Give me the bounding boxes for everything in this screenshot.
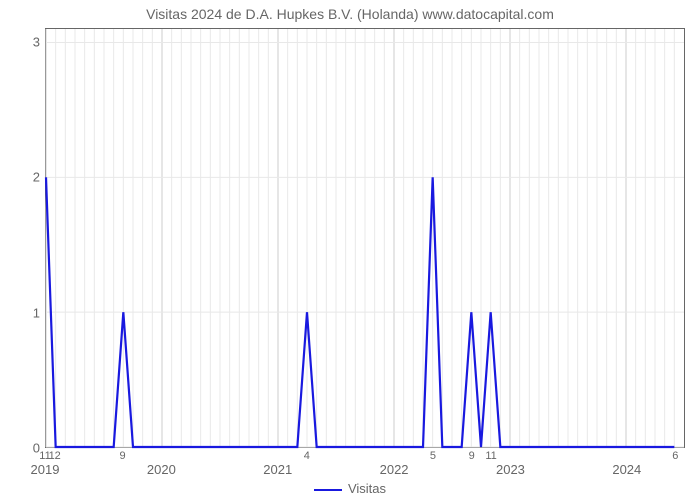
plot-area — [45, 28, 685, 448]
x-major-label: 2022 — [380, 462, 409, 477]
chart-svg — [46, 29, 684, 447]
y-tick-label: 0 — [10, 441, 40, 456]
legend-label: Visitas — [348, 481, 386, 496]
x-minor-label: 11 — [485, 450, 496, 462]
x-major-label: 2019 — [31, 462, 60, 477]
y-tick-label: 2 — [10, 170, 40, 185]
y-tick-label: 3 — [10, 34, 40, 49]
x-minor-label: 9 — [120, 450, 126, 462]
x-minor-label: 9 — [469, 450, 475, 462]
chart-title: Visitas 2024 de D.A. Hupkes B.V. (Holand… — [0, 6, 700, 22]
y-tick-label: 1 — [10, 305, 40, 320]
legend-swatch — [314, 489, 342, 491]
x-minor-label: 6 — [672, 450, 678, 462]
x-major-label: 2023 — [496, 462, 525, 477]
x-major-label: 2024 — [612, 462, 641, 477]
visits-chart: Visitas 2024 de D.A. Hupkes B.V. (Holand… — [0, 0, 700, 500]
x-major-label: 2020 — [147, 462, 176, 477]
x-minor-label: 12 — [49, 450, 61, 462]
x-major-label: 2021 — [263, 462, 292, 477]
legend: Visitas — [0, 481, 700, 496]
x-minor-label: 4 — [304, 450, 310, 462]
x-minor-label: 5 — [430, 450, 436, 462]
